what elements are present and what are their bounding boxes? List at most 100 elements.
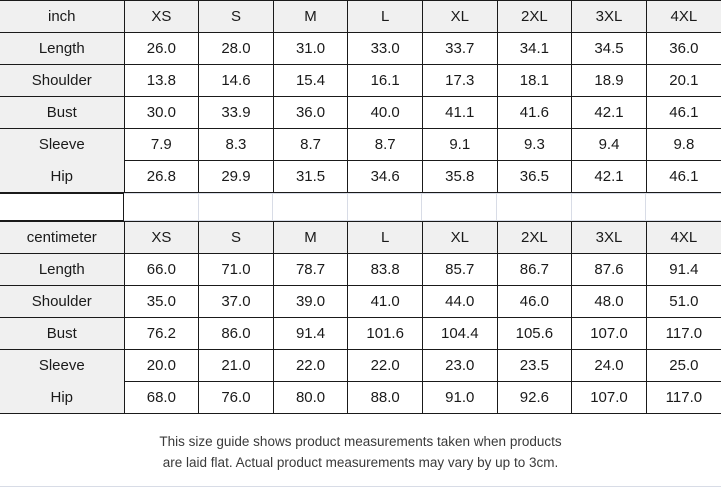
table-separator-cell: [124, 194, 199, 220]
table-separator-cells: [124, 193, 721, 221]
measurement-label-hip: Hip: [0, 160, 125, 193]
table-row: Sleeve 20.0 21.0 22.0 22.0 23.0 23.5 24.…: [0, 349, 721, 382]
table-row: Hip 68.0 76.0 80.0 88.0 91.0 92.6 107.0 …: [0, 381, 721, 414]
cell-value: 9.3: [496, 128, 573, 161]
cell-value: 46.1: [645, 96, 721, 129]
table-row: Shoulder 35.0 37.0 39.0 41.0 44.0 46.0 4…: [0, 285, 721, 318]
size-header-xl: XL: [421, 0, 498, 33]
cell-value: 105.6: [496, 317, 573, 350]
disclaimer-line-2: are laid flat. Actual product measuremen…: [162, 455, 559, 470]
cell-value: 48.0: [571, 285, 647, 318]
table-separator-cell: [348, 194, 423, 220]
cell-value: 17.3: [421, 64, 498, 97]
cell-value: 68.0: [123, 381, 200, 414]
cell-value: 18.1: [496, 64, 573, 97]
size-header-2xl: 2XL: [496, 0, 573, 33]
cell-value: 8.7: [272, 128, 349, 161]
size-header-l: L: [347, 221, 423, 254]
cell-value: 42.1: [571, 160, 647, 193]
size-header-4xl: 4XL: [645, 221, 721, 254]
measurement-label-bust: Bust: [0, 96, 125, 129]
cell-value: 44.0: [421, 285, 498, 318]
measurement-label-shoulder: Shoulder: [0, 64, 125, 97]
cell-value: 22.0: [347, 349, 423, 382]
cell-value: 41.0: [347, 285, 423, 318]
cell-value: 29.9: [198, 160, 274, 193]
size-header-3xl: 3XL: [571, 221, 647, 254]
table-separator-cell: [273, 194, 348, 220]
size-header-m: M: [272, 221, 349, 254]
cell-value: 34.6: [347, 160, 423, 193]
size-header-3xl: 3XL: [571, 0, 647, 33]
size-header-m: M: [272, 0, 349, 33]
cell-value: 46.0: [496, 285, 573, 318]
cell-value: 117.0: [645, 381, 721, 414]
cell-value: 30.0: [123, 96, 200, 129]
cell-value: 26.0: [123, 32, 200, 65]
table-header-row: centimeter XS S M L XL 2XL 3XL 4XL: [0, 221, 721, 254]
cell-value: 33.0: [347, 32, 423, 65]
cell-value: 16.1: [347, 64, 423, 97]
cell-value: 76.0: [198, 381, 274, 414]
measurement-label-sleeve: Sleeve: [0, 349, 125, 382]
table-row: Bust 76.2 86.0 91.4 101.6 104.4 105.6 10…: [0, 317, 721, 350]
size-table-inch-body: inch XS S M L XL 2XL 3XL 4XL Length 26.0…: [0, 0, 721, 193]
cell-value: 71.0: [198, 253, 274, 286]
cell-value: 23.5: [496, 349, 573, 382]
cell-value: 86.7: [496, 253, 573, 286]
cell-value: 21.0: [198, 349, 274, 382]
cell-value: 18.9: [571, 64, 647, 97]
cell-value: 8.3: [198, 128, 274, 161]
cell-value: 36.0: [272, 96, 349, 129]
cell-value: 80.0: [272, 381, 349, 414]
size-table-centimeter: centimeter XS S M L XL 2XL 3XL 4XL Lengt…: [0, 221, 721, 414]
cell-value: 35.0: [123, 285, 200, 318]
cell-value: 85.7: [421, 253, 498, 286]
table-row: Hip 26.8 29.9 31.5 34.6 35.8 36.5 42.1 4…: [0, 160, 721, 193]
cell-value: 78.7: [272, 253, 349, 286]
cell-value: 20.1: [645, 64, 721, 97]
size-header-xl: XL: [421, 221, 498, 254]
cell-value: 92.6: [496, 381, 573, 414]
cell-value: 101.6: [347, 317, 423, 350]
size-header-s: S: [198, 221, 274, 254]
cell-value: 107.0: [571, 317, 647, 350]
unit-label-inch: inch: [0, 0, 125, 33]
unit-label-centimeter: centimeter: [0, 221, 125, 254]
cell-value: 86.0: [198, 317, 274, 350]
cell-value: 88.0: [347, 381, 423, 414]
cell-value: 83.8: [347, 253, 423, 286]
size-guide-disclaimer: This size guide shows product measuremen…: [0, 414, 721, 487]
cell-value: 51.0: [645, 285, 721, 318]
cell-value: 7.9: [123, 128, 200, 161]
cell-value: 39.0: [272, 285, 349, 318]
cell-value: 20.0: [123, 349, 200, 382]
cell-value: 15.4: [272, 64, 349, 97]
cell-value: 41.1: [421, 96, 498, 129]
cell-value: 26.8: [123, 160, 200, 193]
cell-value: 33.7: [421, 32, 498, 65]
table-separator: [0, 193, 721, 221]
size-header-s: S: [198, 0, 274, 33]
table-row: Sleeve 7.9 8.3 8.7 8.7 9.1 9.3 9.4 9.8: [0, 128, 721, 161]
cell-value: 42.1: [571, 96, 647, 129]
cell-value: 37.0: [198, 285, 274, 318]
size-table-centimeter-body: centimeter XS S M L XL 2XL 3XL 4XL Lengt…: [0, 221, 721, 414]
cell-value: 36.5: [496, 160, 573, 193]
table-row: Bust 30.0 33.9 36.0 40.0 41.1 41.6 42.1 …: [0, 96, 721, 129]
cell-value: 31.0: [272, 32, 349, 65]
size-header-xs: XS: [123, 0, 200, 33]
cell-value: 9.8: [645, 128, 721, 161]
cell-value: 34.5: [571, 32, 647, 65]
cell-value: 25.0: [645, 349, 721, 382]
measurement-label-sleeve: Sleeve: [0, 128, 125, 161]
size-table-inch: inch XS S M L XL 2XL 3XL 4XL Length 26.0…: [0, 0, 721, 193]
cell-value: 66.0: [123, 253, 200, 286]
size-header-4xl: 4XL: [645, 0, 721, 33]
cell-value: 87.6: [571, 253, 647, 286]
cell-value: 107.0: [571, 381, 647, 414]
cell-value: 36.0: [645, 32, 721, 65]
measurement-label-hip: Hip: [0, 381, 125, 414]
table-row: Shoulder 13.8 14.6 15.4 16.1 17.3 18.1 1…: [0, 64, 721, 97]
